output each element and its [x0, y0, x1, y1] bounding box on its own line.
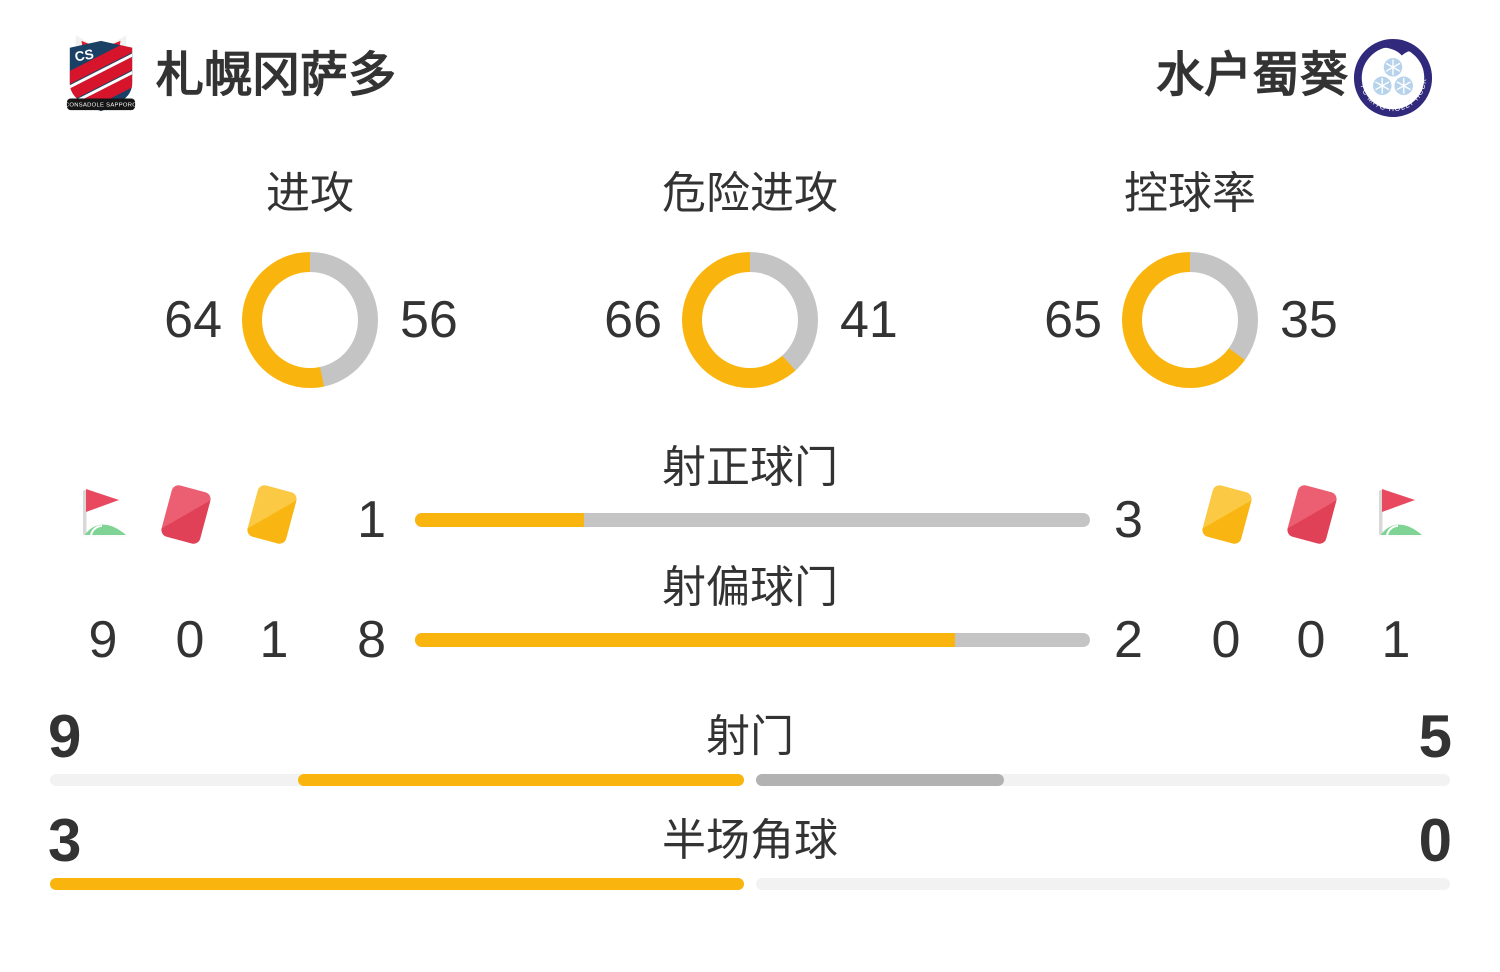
- home-logo-initials: CS: [74, 46, 95, 64]
- halftime-corners-away-value: 0: [1418, 807, 1452, 874]
- shots-total-home-track: [50, 774, 744, 786]
- home-team-name: 札幌冈萨多: [156, 49, 397, 102]
- halftime-corners-home-track: [50, 878, 744, 890]
- shots-on-target-away-value: 3: [1114, 491, 1143, 549]
- away-team-logo: FC MITO HOLLY HOCK: [1353, 38, 1433, 118]
- shots-total-home-value: 9: [48, 703, 82, 770]
- donut-label-possession: 控球率: [1124, 169, 1256, 218]
- home-team-logo: CS CONSADOLE SAPPORO: [65, 35, 137, 112]
- donut-label-attack: 进攻: [266, 169, 354, 218]
- away-red-card-icon: [1284, 483, 1340, 545]
- away-yellow-card-icon: [1199, 483, 1255, 545]
- shots-total-away-value: 5: [1418, 703, 1452, 770]
- shots-total-label: 射门: [706, 712, 794, 761]
- halftime-corners-home-value: 3: [48, 807, 82, 874]
- away-red-cards-count: 0: [1296, 611, 1326, 669]
- shots-off-target-away-value: 2: [1114, 611, 1143, 669]
- away-corner-flag-icon: [1368, 486, 1424, 542]
- shots-off-target-bar: [415, 633, 1090, 647]
- home-red-card-icon: [158, 483, 214, 545]
- halftime-corners-away-track: [756, 878, 1450, 890]
- donut-home-value-dangerous-attack: 66: [604, 291, 662, 349]
- home-corners-count: 9: [88, 611, 118, 669]
- shots-off-target-home-value: 8: [357, 611, 386, 669]
- shots-on-target-bar: [415, 513, 1090, 527]
- home-red-cards-count: 0: [175, 611, 205, 669]
- donut-chart-possession: [1122, 252, 1258, 388]
- halftime-corners-label: 半场角球: [662, 816, 838, 865]
- away-yellow-cards-count: 0: [1211, 611, 1241, 669]
- shots-on-target-home-value: 1: [357, 491, 386, 549]
- shots-total-away-fill: [756, 774, 1004, 786]
- donut-chart-attack: [242, 252, 378, 388]
- halftime-corners-home-fill: [50, 878, 744, 890]
- donut-home-value-attack: 64: [164, 291, 222, 349]
- shots-total-home-fill: [297, 774, 744, 786]
- shots-on-target-label: 射正球门: [662, 443, 838, 492]
- shots-on-target-home-fill: [415, 513, 584, 527]
- donut-label-dangerous-attack: 危险进攻: [662, 169, 838, 218]
- donut-away-value-dangerous-attack: 41: [840, 291, 898, 349]
- shots-total-away-track: [756, 774, 1450, 786]
- away-team-name: 水户蜀葵: [1155, 49, 1348, 102]
- home-corner-flag-icon: [72, 486, 128, 542]
- donut-chart-dangerous-attack: [682, 252, 818, 388]
- donut-away-value-attack: 56: [400, 291, 458, 349]
- donut-away-value-possession: 35: [1280, 291, 1338, 349]
- donut-home-value-possession: 65: [1044, 291, 1102, 349]
- home-yellow-cards-count: 1: [259, 611, 289, 669]
- home-logo-banner: CONSADOLE SAPPORO: [65, 103, 137, 109]
- shots-off-target-home-fill: [415, 633, 955, 647]
- shots-off-target-label: 射偏球门: [662, 563, 838, 612]
- away-corners-count: 1: [1381, 611, 1411, 669]
